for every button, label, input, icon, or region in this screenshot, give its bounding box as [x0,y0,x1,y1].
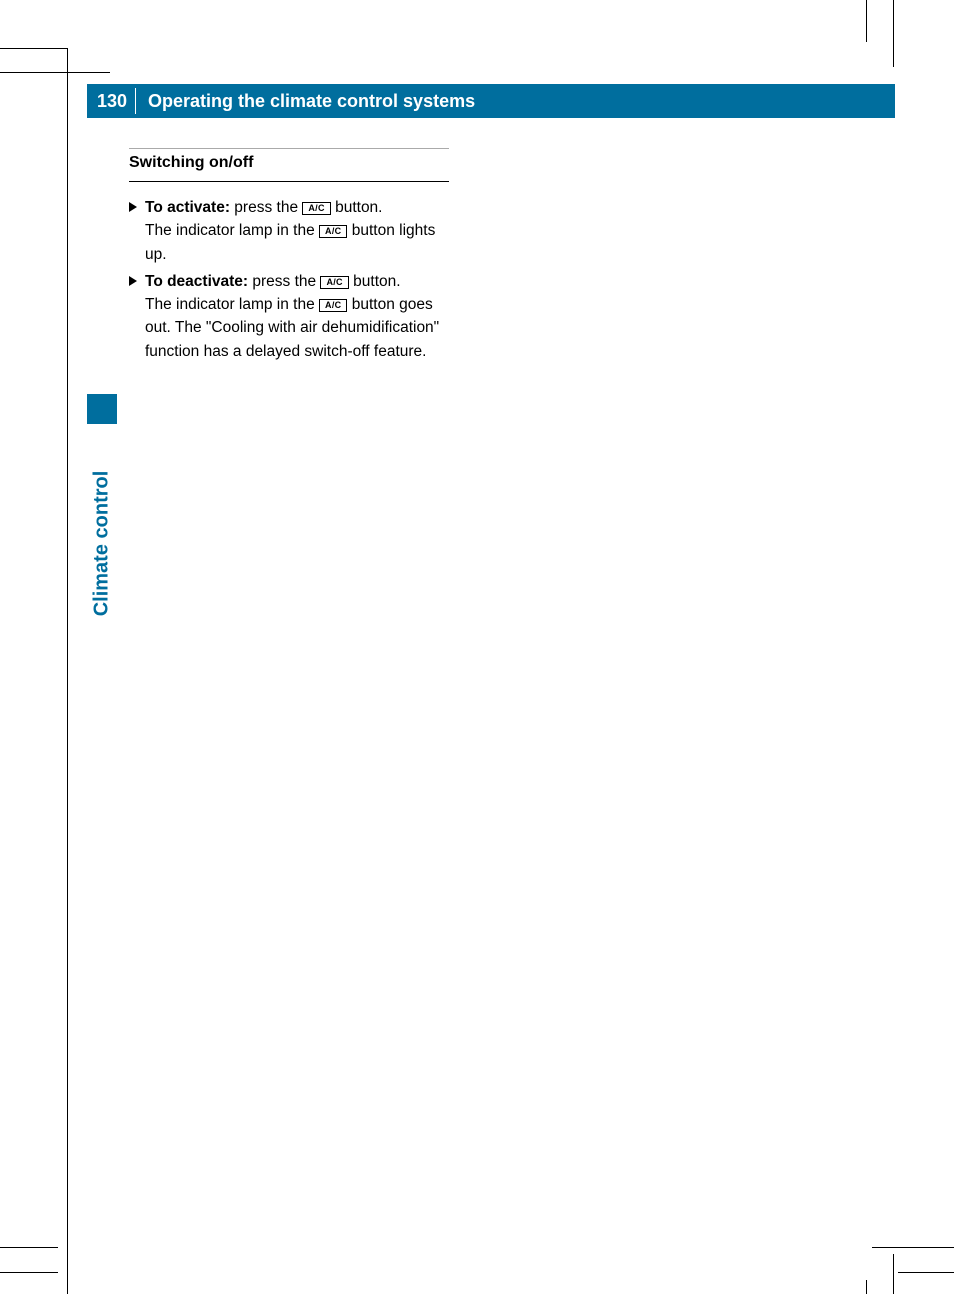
instruction-step: To deactivate: press the A/C button. The… [129,270,449,363]
page-number: 130 [87,91,135,112]
crop-mark [893,0,894,67]
page-title: Operating the climate control systems [144,91,475,112]
instruction-step: To activate: press the A/C button. The i… [129,196,449,266]
crop-mark [0,72,110,73]
step-text: The indicator lamp in the [145,296,319,313]
step-body: To deactivate: press the A/C button. The… [145,270,449,363]
step-body: To activate: press the A/C button. The i… [145,196,449,266]
side-tab-label-container: Climate control [87,428,117,658]
crop-mark [0,1272,58,1273]
crop-mark [0,1247,58,1248]
ac-button-icon: A/C [320,276,348,289]
step-lead: To activate: [145,199,230,216]
crop-mark [866,1280,867,1294]
triangle-bullet-icon [129,276,137,286]
triangle-bullet-icon [129,202,137,212]
header-separator [135,88,136,114]
step-text: press the [248,273,320,290]
step-text: button. [331,199,383,216]
crop-mark [893,1254,894,1294]
page: 130 Operating the climate control system… [0,0,954,1294]
ac-button-icon: A/C [302,202,330,215]
section-heading: Switching on/off [129,148,449,182]
step-lead: To deactivate: [145,273,248,290]
crop-mark [872,1247,954,1248]
step-text: press the [230,199,302,216]
ac-button-icon: A/C [319,299,347,312]
crop-mark [898,1272,954,1273]
side-tab-label: Climate control [91,470,114,616]
ac-button-icon: A/C [319,225,347,238]
side-tab-marker [87,394,117,424]
header-bar: 130 Operating the climate control system… [87,84,895,118]
crop-mark [67,48,68,1294]
crop-mark [866,0,867,42]
content-column: Switching on/off To activate: press the … [129,148,449,367]
step-text: button. [349,273,401,290]
crop-mark [0,48,67,49]
step-text: The indicator lamp in the [145,222,319,239]
